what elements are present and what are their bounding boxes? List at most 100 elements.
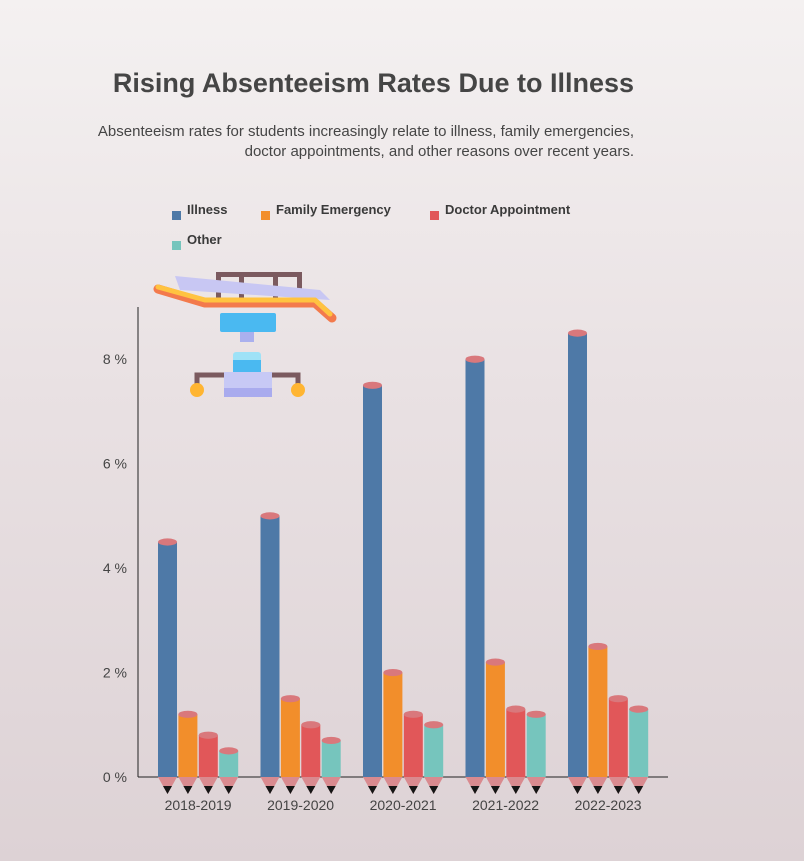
bar-pencil-tip (588, 777, 608, 794)
bar-illness-2018-2019[interactable] (158, 538, 177, 794)
bar-eraser-cap (280, 695, 300, 703)
bar-eraser-cap (568, 329, 587, 337)
bar-body (198, 735, 218, 777)
legend-swatch-other (172, 241, 181, 250)
bar-other-2022-2023[interactable] (629, 705, 649, 794)
bar-doctor-appointment-2020-2021[interactable] (403, 710, 423, 794)
bar-body (403, 714, 423, 777)
bar-body (608, 698, 628, 777)
y-tick-label-6: 6 % (103, 456, 127, 472)
bar-pencil-tip (363, 777, 382, 794)
bar-doctor-appointment-2021-2022[interactable] (506, 705, 526, 794)
bar-pencil-lead (306, 786, 316, 794)
bar-body (158, 542, 177, 777)
bar-eraser-cap (198, 731, 218, 739)
bar-pencil-tip (568, 777, 587, 794)
bar-pencil-lead (183, 786, 193, 794)
bar-body (485, 662, 505, 777)
bar-pencil-lead (634, 786, 644, 794)
chart-title-text: Rising Absenteeism Rates Due to Illness (112, 68, 634, 98)
y-tick-label-4: 4 % (103, 560, 127, 576)
bar-family-emergency-2022-2023[interactable] (588, 642, 608, 794)
bar-pencil-lead (285, 786, 295, 794)
bar-other-2019-2020[interactable] (321, 736, 341, 794)
bar-other-2020-2021[interactable] (424, 721, 444, 794)
x-tick-label-2019-2020: 2019-2020 (267, 797, 334, 813)
bar-illness-2022-2023[interactable] (568, 329, 587, 794)
y-tick-label-0: 0 % (103, 769, 127, 785)
bar-body (260, 515, 280, 777)
bar-pencil-tip (424, 777, 444, 794)
bar-body (178, 714, 198, 777)
bar-doctor-appointment-2022-2023[interactable] (608, 695, 628, 794)
bar-pencil-tip (178, 777, 198, 794)
bar-eraser-cap (158, 538, 177, 546)
bar-pencil-tip (465, 777, 485, 794)
x-tick-label-2020-2021: 2020-2021 (370, 797, 437, 813)
bar-pencil-tip (526, 777, 546, 794)
bar-body (321, 740, 341, 777)
bar-other-2018-2019[interactable] (219, 747, 239, 794)
bar-other-2021-2022[interactable] (526, 710, 546, 794)
bar-eraser-cap (526, 710, 546, 718)
bar-body (301, 724, 321, 777)
bar-pencil-lead (470, 786, 480, 794)
legend-swatch-illness (172, 211, 181, 220)
bar-pencil-tip (198, 777, 218, 794)
bar-pencil-tip (280, 777, 300, 794)
bar-illness-2020-2021[interactable] (363, 381, 382, 794)
x-tick-label-2021-2022: 2021-2022 (472, 797, 539, 813)
bar-pencil-lead (511, 786, 521, 794)
bar-pencil-lead (163, 786, 172, 794)
bar-doctor-appointment-2019-2020[interactable] (301, 721, 321, 794)
bar-family-emergency-2018-2019[interactable] (178, 710, 198, 794)
bar-pencil-tip (301, 777, 321, 794)
bar-family-emergency-2020-2021[interactable] (383, 668, 403, 794)
y-axis-ticks: 0 % 2 % 4 % 6 % 8 % (103, 351, 127, 785)
bar-pencil-lead (593, 786, 603, 794)
bar-eraser-cap (363, 381, 382, 389)
bar-eraser-cap (403, 710, 423, 718)
bar-eraser-cap (485, 658, 505, 666)
bar-body (363, 385, 382, 777)
bar-pencil-lead (203, 786, 213, 794)
bar-eraser-cap (424, 721, 444, 729)
bar-body (506, 709, 526, 777)
bar-series (158, 329, 649, 794)
y-tick-label-2: 2 % (103, 665, 127, 681)
bar-pencil-tip (158, 777, 177, 794)
bar-body (383, 672, 403, 777)
bar-pencil-tip (219, 777, 239, 794)
bar-pencil-lead (265, 786, 275, 794)
legend-label-doctor-appointment: Doctor Appointment (445, 202, 571, 217)
bar-pencil-tip (629, 777, 649, 794)
bar-body (424, 724, 444, 777)
bar-eraser-cap (629, 705, 649, 713)
bar-doctor-appointment-2018-2019[interactable] (198, 731, 218, 794)
bar-illness-2021-2022[interactable] (465, 355, 485, 794)
x-axis-ticks: 2018-2019 2019-2020 2020-2021 2021-2022 2022… (165, 797, 642, 813)
bar-illness-2019-2020[interactable] (260, 512, 280, 794)
bar-body (526, 714, 546, 777)
bar-eraser-cap (588, 642, 608, 651)
bar-pencil-lead (326, 786, 336, 794)
bar-pencil-tip (403, 777, 423, 794)
bar-eraser-cap (301, 721, 321, 729)
bar-eraser-cap (506, 705, 526, 713)
chart-subtitle-line-2: doctor appointments, and other reasons o… (244, 143, 634, 160)
bar-eraser-cap (260, 512, 280, 520)
bar-pencil-lead (408, 786, 418, 794)
bar-family-emergency-2021-2022[interactable] (485, 658, 505, 794)
y-tick-label-8: 8 % (103, 351, 127, 367)
hospital-bed-icon (153, 272, 337, 397)
bar-pencil-lead (613, 786, 623, 794)
bar-family-emergency-2019-2020[interactable] (280, 695, 300, 794)
bar-pencil-lead (531, 786, 541, 794)
bar-eraser-cap (178, 710, 198, 718)
bar-body (629, 709, 649, 777)
bar-pencil-lead (429, 786, 439, 794)
bar-pencil-lead (368, 786, 377, 794)
bar-eraser-cap (321, 736, 341, 745)
bar-pencil-tip (321, 777, 341, 794)
